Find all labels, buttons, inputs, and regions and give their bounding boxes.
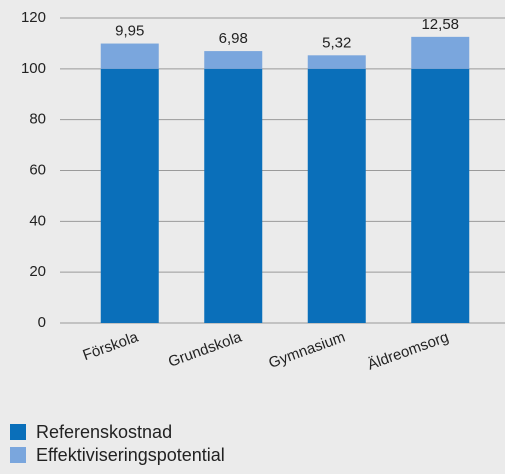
y-tick-label: 0 <box>38 314 46 331</box>
value-label: 9,95 <box>115 23 144 40</box>
bar-segment <box>100 43 159 69</box>
value-label: 5,32 <box>322 34 351 51</box>
x-tick-label: Grundskola <box>166 328 245 370</box>
bar-segment <box>411 36 470 69</box>
legend-swatch <box>10 424 26 440</box>
bar-segment <box>307 55 366 69</box>
y-tick-label: 100 <box>21 60 46 77</box>
y-tick-label: 40 <box>29 212 46 229</box>
y-tick-label: 120 <box>21 9 46 26</box>
x-tick-label: Förskola <box>81 328 141 364</box>
value-label: 12,58 <box>421 16 459 33</box>
x-tick-label: Äldreomsorg <box>365 329 451 374</box>
legend-label: Effektiviseringspotential <box>36 445 225 465</box>
y-tick-label: 60 <box>29 161 46 178</box>
legend-swatch <box>10 447 26 463</box>
bar-segment <box>100 68 159 323</box>
bar-segment <box>307 68 366 323</box>
x-tick-label: Gymnasium <box>266 329 347 372</box>
bar-segment <box>204 68 263 323</box>
value-label: 6,98 <box>219 30 248 47</box>
legend-label: Referenskostnad <box>36 422 172 442</box>
bar-segment <box>204 51 263 69</box>
y-tick-label: 80 <box>29 111 46 128</box>
bar-segment <box>411 68 470 323</box>
y-tick-label: 20 <box>29 263 46 280</box>
